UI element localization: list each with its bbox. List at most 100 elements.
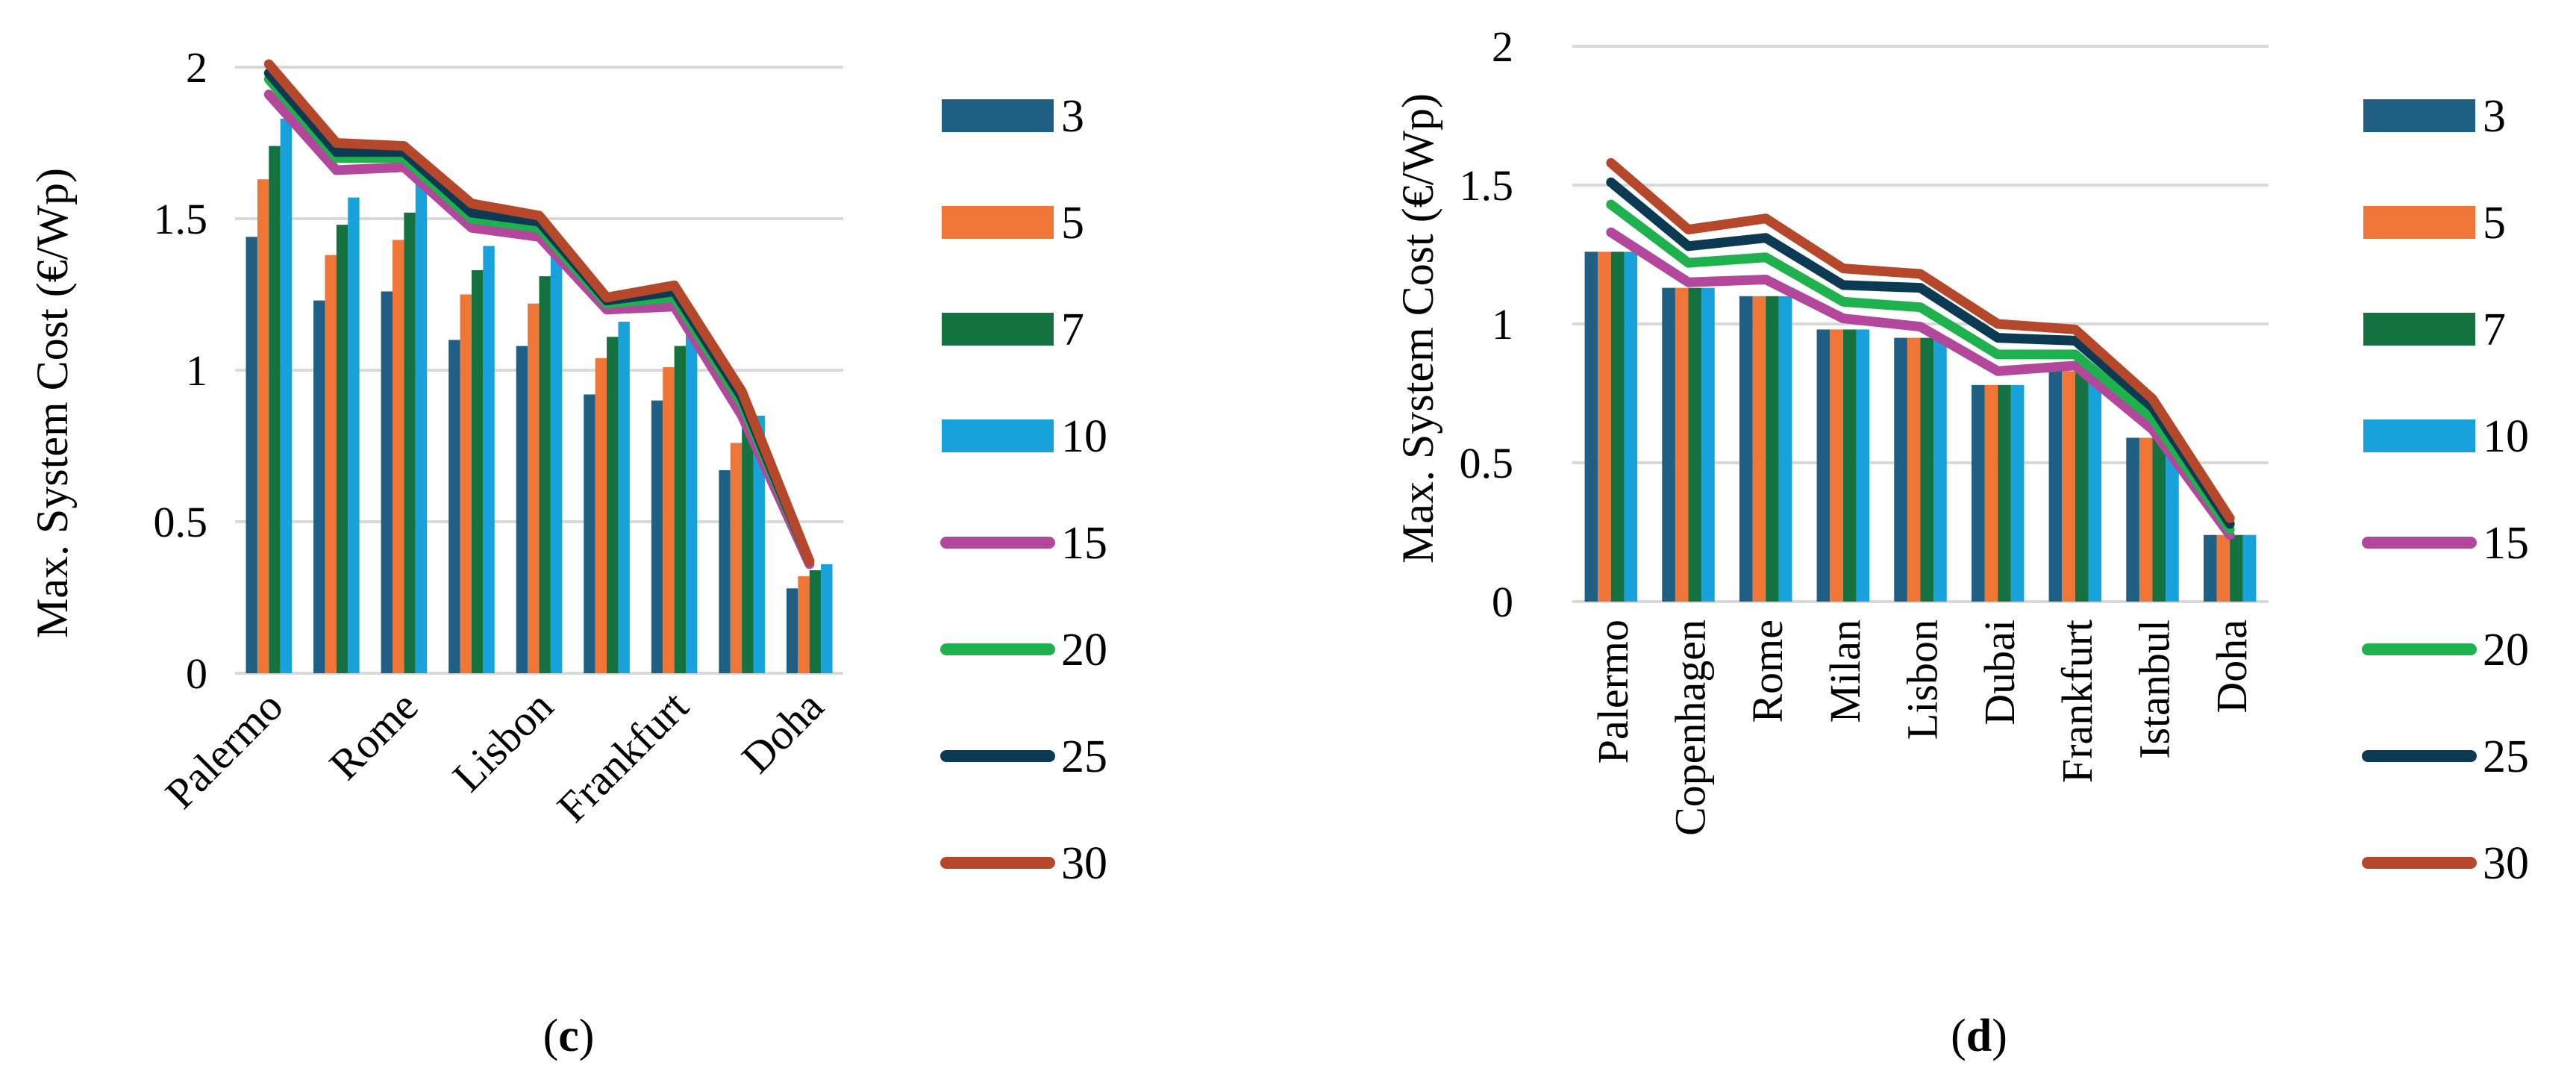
- bar-series-5-2: [1752, 296, 1766, 602]
- legend-swatch: [942, 313, 1054, 346]
- bars-c: [246, 119, 833, 674]
- bar-series-3-8: [786, 588, 798, 673]
- legend-item-25: 25: [2362, 731, 2529, 782]
- bar-series-5-1: [325, 255, 337, 674]
- bar-series-3-6: [2048, 371, 2063, 602]
- x-tick-label: Copenhagen: [1666, 620, 1715, 836]
- bar-series-5-4: [1907, 337, 1921, 602]
- legend-label: 10: [2483, 411, 2529, 462]
- x-tick-label: Frankfurt: [548, 681, 698, 831]
- x-tick-label: Lisbon: [1898, 620, 1947, 740]
- bar-series-5-2: [392, 240, 404, 673]
- bar-series-7-4: [1920, 337, 1934, 602]
- bar-series-3-6: [651, 400, 663, 673]
- legend-item-10: 10: [2363, 411, 2529, 462]
- line-series-30: [1606, 157, 2235, 523]
- bar-series-3-5: [584, 394, 595, 673]
- y-tick-label: 1.5: [1460, 161, 1514, 210]
- y-tick-label: 0: [186, 649, 207, 698]
- x-tick-label: Doha: [732, 681, 833, 782]
- line-series-30: [263, 59, 815, 567]
- line-series-15: [263, 90, 815, 569]
- bar-series-10-0: [1624, 252, 1638, 602]
- bar-series-10-1: [1701, 287, 1715, 602]
- legend-item-10: 10: [942, 411, 1107, 462]
- bar-series-7-2: [1766, 296, 1779, 602]
- bar-series-3-1: [1662, 287, 1675, 602]
- legend-label: 25: [2483, 731, 2529, 782]
- x-tick-label: Milan: [1821, 620, 1869, 723]
- bar-series-3-3: [1816, 329, 1831, 602]
- bar-series-7-3: [471, 270, 484, 673]
- legend-label: 7: [1061, 305, 1084, 355]
- bar-series-10-3: [483, 246, 495, 673]
- y-tick-label: 1: [1492, 300, 1513, 349]
- x-tick-label: Palermo: [156, 681, 293, 818]
- bar-series-10-7: [753, 415, 765, 673]
- legend-swatch: [942, 419, 1054, 452]
- legend-c: 3 5 7 10 15 20 25 30: [940, 91, 1107, 889]
- bar-series-10-1: [348, 197, 360, 674]
- legend-item-3: 3: [942, 91, 1084, 142]
- bar-series-3-2: [1739, 296, 1753, 602]
- bar-series-7-0: [1610, 252, 1625, 602]
- panel-label-d: (d): [1951, 1011, 2007, 1061]
- bar-series-7-2: [404, 212, 416, 673]
- legend-swatch: [2363, 206, 2475, 239]
- bar-series-10-2: [1778, 296, 1792, 602]
- bar-series-3-5: [1971, 384, 1985, 602]
- bar-series-7-6: [674, 346, 687, 673]
- legend-item-3: 3: [2363, 91, 2506, 142]
- x-tick-label: Palermo: [1589, 620, 1637, 764]
- bar-series-5-5: [1984, 384, 1998, 602]
- line-series-15: [1606, 227, 2235, 540]
- legend-swatch: [2363, 419, 2475, 452]
- chart-panel-d: 0 0.5 1 1.5 2 Palermo Copenhagen Rome Milan Lisb…: [1393, 22, 2529, 1061]
- bar-series-3-2: [381, 291, 393, 673]
- bar-series-10-3: [1856, 329, 1870, 602]
- bar-series-5-4: [528, 303, 540, 673]
- bar-series-5-0: [1598, 252, 1611, 602]
- y-tick-label: 1.5: [154, 195, 208, 243]
- bar-series-10-6: [686, 334, 698, 673]
- x-tick-label: Dubai: [1975, 620, 2024, 725]
- lines-d: [1606, 157, 2235, 540]
- legend-label: 3: [1061, 91, 1084, 142]
- bar-series-7-6: [2075, 371, 2089, 602]
- legend-swatch: [2363, 313, 2475, 346]
- legend-item-7: 7: [942, 305, 1084, 355]
- legend-label: 3: [2483, 91, 2506, 142]
- bar-series-7-0: [269, 146, 281, 673]
- bar-series-7-7: [742, 428, 754, 673]
- bar-series-7-4: [539, 276, 551, 673]
- legend-swatch: [942, 206, 1054, 239]
- legend-d: 3 5 7 10 15 20 25 30: [2362, 91, 2529, 889]
- bar-series-10-4: [1933, 337, 1947, 602]
- x-tick-label: Lisbon: [443, 681, 563, 801]
- legend-label: 30: [2483, 838, 2529, 889]
- bar-series-5-6: [2062, 371, 2075, 602]
- bar-series-7-5: [1998, 384, 2011, 602]
- y-axis-label-d: Max. System Cost (€/Wp): [1393, 93, 1442, 564]
- legend-label: 5: [2483, 198, 2506, 249]
- legend-label: 25: [1061, 731, 1107, 782]
- y-tick-label: 2: [186, 43, 207, 92]
- y-tick-label: 0.5: [154, 498, 208, 546]
- legend-label: 20: [1061, 625, 1107, 675]
- legend-label: 15: [2483, 518, 2529, 569]
- bar-series-3-3: [448, 340, 460, 673]
- bar-series-10-0: [280, 119, 293, 673]
- line-series-25: [1606, 177, 2235, 529]
- panel-letter-c: c: [558, 1011, 579, 1061]
- y-ticks-d: 0 0.5 1 1.5 2: [1460, 22, 1514, 626]
- bar-series-5-3: [460, 294, 472, 673]
- legend-item-30: 30: [2362, 838, 2529, 889]
- panel-letter-d: d: [1966, 1011, 1992, 1061]
- bar-series-10-4: [550, 255, 563, 674]
- bar-series-5-0: [257, 179, 269, 674]
- bar-series-10-8: [821, 564, 833, 673]
- bar-series-3-4: [1894, 337, 1907, 602]
- legend-item-15: 15: [940, 518, 1107, 569]
- bar-series-10-6: [2088, 371, 2102, 602]
